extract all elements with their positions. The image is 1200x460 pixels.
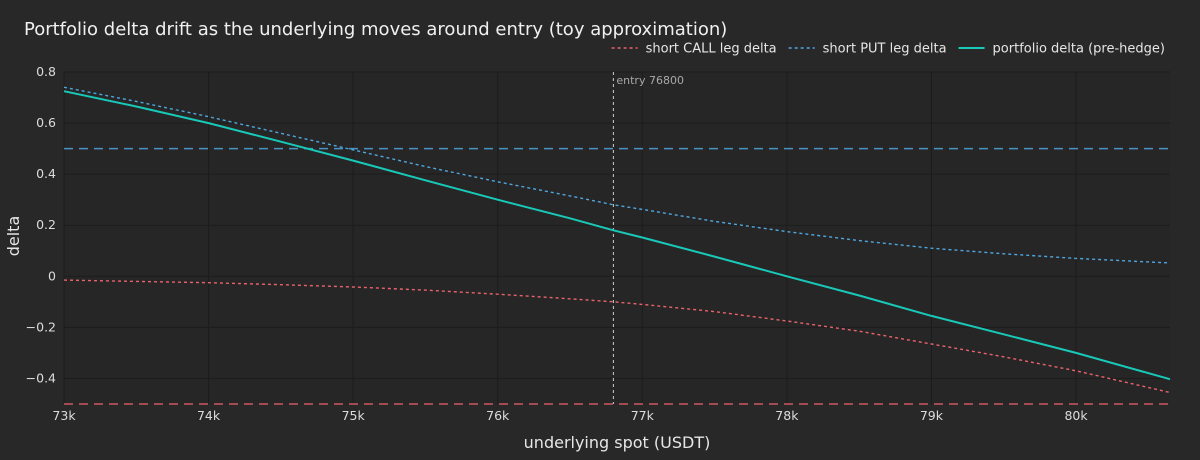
x-tick-label: 74k	[197, 408, 221, 423]
y-axis-title: delta	[4, 216, 23, 257]
y-tick-label: 0.4	[36, 166, 56, 181]
x-tick-label: 80k	[1064, 408, 1088, 423]
x-axis-ticks: 73k 74k 75k 76k 77k 78k 79k 80k	[52, 408, 1088, 423]
reference-lines: entry 76800	[64, 72, 1170, 405]
x-tick-label: 79k	[920, 408, 944, 423]
x-tick-label: 75k	[342, 408, 366, 423]
grid-lines	[63, 71, 1170, 404]
plot-area	[64, 72, 1170, 404]
series-line	[63, 90, 1171, 381]
x-tick-label: 73k	[52, 408, 76, 423]
y-tick-label: 0	[48, 268, 56, 283]
y-axis-ticks: 0.8 0.6 0.4 0.2 0 −0.2 −0.4	[26, 64, 56, 385]
x-tick-label: 76k	[486, 408, 510, 423]
entry-label: entry 76800	[616, 74, 684, 87]
legend-label: portfolio delta (pre-hedge)	[993, 42, 1165, 57]
y-tick-label: −0.4	[26, 370, 56, 385]
y-tick-label: 0.2	[36, 217, 56, 232]
legend-label: short PUT leg delta	[823, 42, 947, 57]
y-tick-label: −0.2	[26, 319, 56, 334]
plot-background	[64, 72, 1170, 404]
series-lines	[63, 86, 1171, 394]
legend: short CALL leg delta short PUT leg delta p…	[611, 42, 1165, 57]
y-tick-label: 0.6	[36, 115, 56, 130]
legend-label: short CALL leg delta	[646, 42, 777, 57]
x-axis-title: underlying spot (USDT)	[524, 433, 711, 452]
series-line	[63, 279, 1171, 394]
chart-title: Portfolio delta drift as the underlying …	[24, 19, 727, 40]
x-tick-label: 77k	[631, 408, 655, 423]
series-line	[63, 86, 1171, 264]
y-tick-label: 0.8	[36, 64, 56, 79]
x-tick-label: 78k	[775, 408, 799, 423]
